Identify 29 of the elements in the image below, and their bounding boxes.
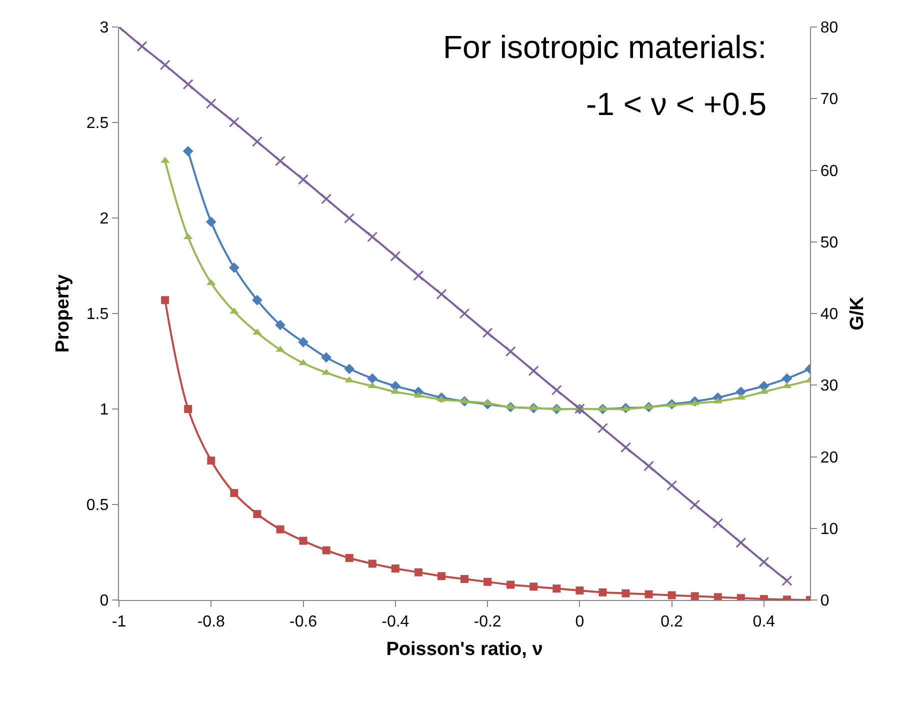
x-tick-label: -0.4 (382, 613, 410, 630)
x-tick-label: -0.2 (474, 613, 502, 630)
y-tick-label: 0.5 (86, 497, 109, 514)
y2-tick-label: 30 (820, 378, 838, 395)
y2-axis-title: G/K (847, 296, 868, 330)
x-axis-title: Poisson's ratio, ν (386, 639, 543, 660)
y-tick-label: 3 (100, 20, 109, 37)
y-axis-title: Property (52, 274, 74, 353)
y2-tick-label: 70 (820, 91, 838, 108)
y2-tick-label: 0 (820, 592, 830, 610)
x-tick-label: 0.4 (752, 613, 776, 630)
x-tick-label: -1 (112, 613, 126, 630)
y2-tick-label: 10 (820, 520, 838, 538)
x-tick-label: -0.6 (289, 613, 318, 630)
annotation: -1 < ν < +0.5 (586, 86, 767, 122)
y-tick-label: 0 (100, 592, 109, 610)
y-tick-label: 1 (100, 402, 109, 419)
y-tick-label: 2.5 (86, 115, 109, 132)
y2-tick-label: 60 (820, 162, 838, 180)
y2-tick-label: 50 (820, 234, 838, 252)
x-tick-label: -0.8 (197, 613, 226, 630)
y2-tick-label: 40 (820, 306, 838, 324)
y-tick-label: 1.5 (86, 306, 109, 324)
y-tick-label: 2 (100, 210, 109, 228)
y2-tick-label: 80 (820, 20, 838, 37)
y2-tick-label: 20 (820, 449, 838, 466)
x-tick-label: 0.2 (660, 613, 684, 630)
x-tick-label: 0 (575, 613, 584, 630)
annotation: For isotropic materials: (443, 29, 767, 65)
